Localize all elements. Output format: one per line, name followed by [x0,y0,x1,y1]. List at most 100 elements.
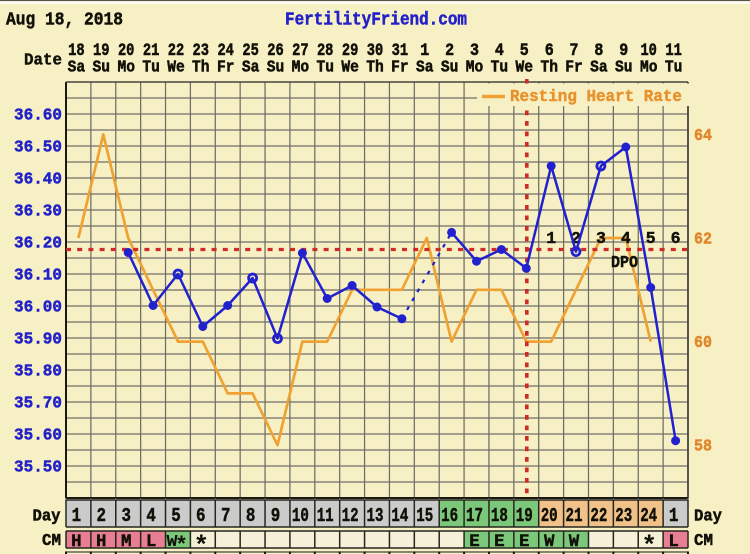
svg-text:3: 3 [470,41,479,61]
svg-text:36.00: 36.00 [14,299,62,318]
svg-text:Tu: Tu [491,59,509,78]
svg-text:23: 23 [193,41,210,61]
svg-text:Sa: Sa [416,59,434,78]
svg-text:30: 30 [367,41,384,61]
svg-text:2: 2 [97,505,107,527]
svg-text:58: 58 [694,438,712,457]
svg-text:Fr: Fr [565,59,583,78]
svg-text:E: E [519,532,530,552]
svg-text:6: 6 [545,41,554,61]
svg-text:Mo: Mo [640,59,658,78]
svg-text:E: E [494,532,505,552]
svg-text:7: 7 [221,505,231,527]
svg-text:Su: Su [441,59,459,78]
svg-text:36.20: 36.20 [14,235,62,254]
svg-text:27: 27 [292,41,309,61]
svg-text:9: 9 [271,505,281,527]
svg-text:22: 22 [168,41,185,61]
svg-text:10: 10 [292,505,309,527]
svg-text:Day: Day [694,508,722,527]
svg-text:15: 15 [416,505,433,527]
svg-text:9: 9 [619,41,628,61]
svg-text:28: 28 [317,41,334,61]
svg-text:21: 21 [566,505,583,527]
svg-text:35.90: 35.90 [14,331,62,350]
svg-text:5: 5 [520,41,529,61]
svg-text:36.60: 36.60 [14,107,62,126]
svg-text:60: 60 [694,334,712,353]
svg-text:Sa: Sa [68,59,86,78]
svg-text:35.80: 35.80 [14,363,62,382]
svg-text:DPO: DPO [611,253,638,272]
svg-text:We: We [167,59,185,78]
svg-text:20: 20 [118,41,135,61]
svg-text:*: * [193,532,209,554]
svg-text:Su: Su [615,59,633,78]
svg-text:64: 64 [694,127,712,146]
svg-text:Mo: Mo [292,59,310,78]
svg-text:Sa: Sa [590,59,608,78]
svg-text:Aug 18, 2018: Aug 18, 2018 [6,11,123,31]
svg-text:11: 11 [665,41,682,61]
svg-text:35.50: 35.50 [14,459,62,478]
svg-text:E: E [469,532,480,552]
svg-text:Sa: Sa [242,59,260,78]
svg-text:Tu: Tu [142,59,160,78]
svg-text:2: 2 [445,41,454,61]
svg-text:M: M [121,532,132,552]
svg-text:18: 18 [68,41,85,61]
svg-text:19: 19 [93,41,110,61]
svg-text:Th: Th [366,59,384,78]
svg-text:12: 12 [342,505,359,527]
svg-text:5: 5 [171,505,181,527]
svg-text:4: 4 [146,505,156,527]
svg-text:CM: CM [42,532,61,551]
svg-text:10: 10 [640,41,657,61]
svg-text:1: 1 [546,229,556,248]
svg-text:Su: Su [267,59,285,78]
svg-text:W: W [544,532,555,552]
svg-text:2: 2 [571,229,581,248]
svg-text:Th: Th [540,59,558,78]
svg-text:3: 3 [121,505,131,527]
svg-text:36.40: 36.40 [14,171,62,190]
svg-text:H: H [96,532,107,552]
svg-text:Fr: Fr [217,59,235,78]
svg-text:29: 29 [342,41,359,61]
svg-text:21: 21 [143,41,160,61]
svg-text:26: 26 [267,41,284,61]
svg-text:W: W [167,533,179,552]
svg-text:5: 5 [646,229,656,248]
svg-text:*: * [175,534,188,554]
svg-text:24: 24 [640,505,657,527]
svg-text:3: 3 [596,229,606,248]
svg-text:We: We [516,59,534,78]
svg-text:Mo: Mo [466,59,484,78]
svg-text:35.60: 35.60 [14,427,62,446]
svg-text:1: 1 [420,41,429,61]
svg-text:L: L [668,532,679,552]
svg-text:11: 11 [317,505,334,527]
svg-text:Tu: Tu [316,59,334,78]
svg-text:Tu: Tu [665,59,683,78]
svg-text:Date: Date [24,52,62,71]
svg-text:24: 24 [217,41,234,61]
svg-text:8: 8 [246,505,256,527]
svg-text:7: 7 [570,41,579,61]
svg-text:20: 20 [541,505,558,527]
svg-text:1: 1 [669,505,679,527]
svg-text:*: * [641,532,657,554]
svg-text:H: H [71,532,82,552]
svg-text:36.30: 36.30 [14,203,62,222]
svg-text:Su: Su [93,59,111,78]
svg-text:25: 25 [242,41,259,61]
svg-text:22: 22 [590,505,607,527]
svg-text:6: 6 [196,505,206,527]
svg-text:Resting Heart Rate: Resting Heart Rate [510,88,682,107]
svg-text:Th: Th [192,59,210,78]
svg-text:W: W [569,532,580,552]
svg-text:CM: CM [694,532,713,551]
svg-text:18: 18 [491,505,508,527]
svg-text:8: 8 [594,41,603,61]
svg-text:62: 62 [694,231,712,250]
